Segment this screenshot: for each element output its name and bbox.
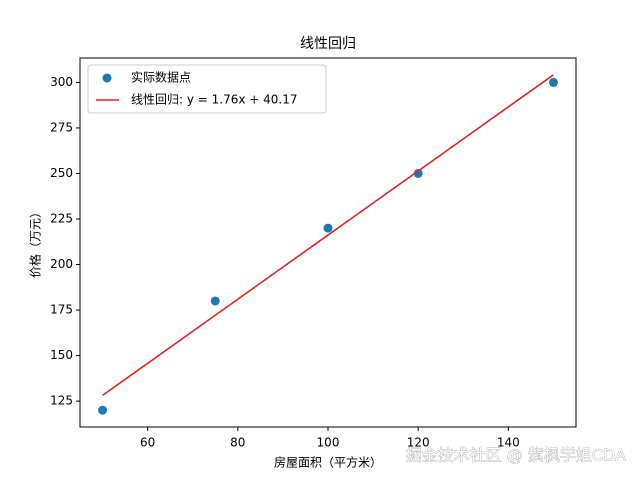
data-point bbox=[210, 296, 220, 306]
legend-label: 线性回归: y = 1.76x + 40.17 bbox=[131, 93, 298, 107]
legend-swatch bbox=[102, 73, 112, 83]
legend-label: 实际数据点 bbox=[131, 70, 191, 85]
legend-box bbox=[87, 64, 327, 114]
y-tick-label: 300 bbox=[50, 75, 73, 89]
chart-title: 线性回归 bbox=[300, 35, 356, 52]
y-tick-label: 225 bbox=[50, 212, 73, 226]
y-tick-label: 200 bbox=[50, 257, 73, 271]
data-point bbox=[98, 405, 108, 415]
x-axis-label: 房屋面积（平方米） bbox=[274, 455, 382, 470]
y-tick-label: 125 bbox=[50, 394, 73, 408]
x-tick-label: 120 bbox=[407, 436, 430, 450]
y-axis-label: 价格（万元） bbox=[28, 206, 43, 278]
data-point bbox=[413, 168, 423, 178]
y-tick-label: 275 bbox=[50, 120, 73, 134]
regression-line bbox=[102, 74, 554, 397]
data-point bbox=[548, 77, 558, 87]
y-tick-label: 250 bbox=[50, 166, 73, 180]
x-tick-label: 80 bbox=[230, 436, 245, 450]
y-tick-label: 175 bbox=[50, 303, 73, 317]
x-tick-label: 60 bbox=[140, 436, 155, 450]
y-tick-label: 150 bbox=[50, 348, 73, 362]
x-tick-label: 140 bbox=[497, 436, 520, 450]
x-tick-label: 100 bbox=[317, 436, 340, 450]
data-point bbox=[323, 223, 333, 233]
watermark: 掘金技术社区 @ 紫枫学姐CDA bbox=[406, 446, 626, 465]
